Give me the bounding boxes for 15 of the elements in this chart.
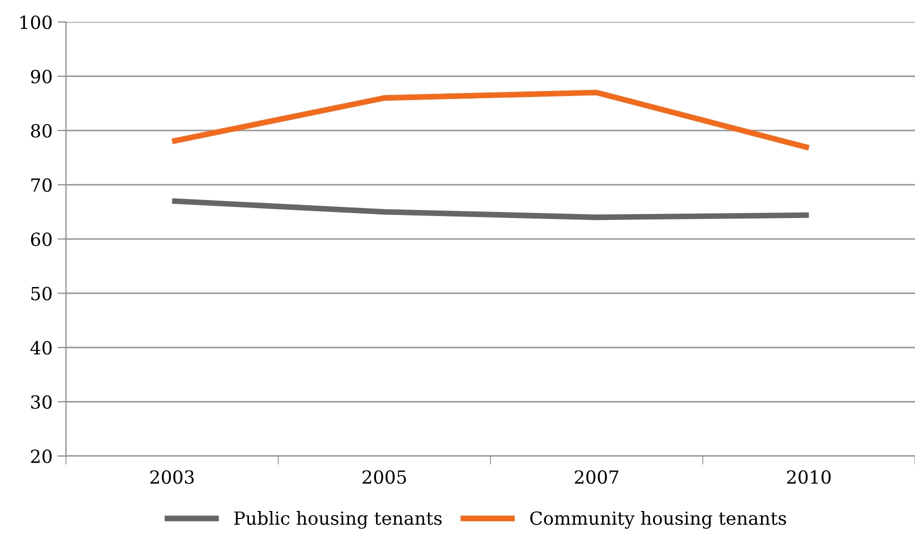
y-tick-label: 70 xyxy=(31,178,52,192)
y-tick-label: 100 xyxy=(20,15,52,30)
x-tick-label: 2007 xyxy=(574,470,618,484)
y-tick-label: 40 xyxy=(30,340,52,355)
x-tick-label: 2010 xyxy=(787,470,831,484)
legend-label: Public housing tenants xyxy=(234,511,442,529)
y-tick-label: 60 xyxy=(31,232,52,246)
x-tick-label: 2003 xyxy=(150,470,194,484)
legend-label: Community housing tenants xyxy=(530,511,786,529)
y-tick-label: 20 xyxy=(31,449,52,464)
y-tick-label: 90 xyxy=(30,70,52,84)
x-tick-label: 2005 xyxy=(362,470,406,484)
y-tick-label: 80 xyxy=(31,124,52,138)
y-tick-label: 30 xyxy=(31,395,52,409)
y-tick-label: 50 xyxy=(31,286,52,300)
